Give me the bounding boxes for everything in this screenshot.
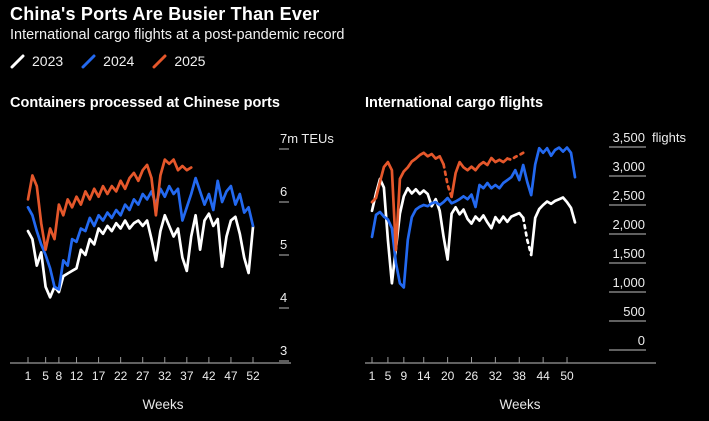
x-tick-label: 37 xyxy=(180,369,194,383)
right-x-axis-label: Weeks xyxy=(499,397,541,412)
x-tick-label: 27 xyxy=(136,369,150,383)
x-tick-label: 42 xyxy=(202,369,216,383)
x-tick-label: 32 xyxy=(489,369,503,383)
x-tick-label: 1 xyxy=(369,369,376,383)
line-swatch-icon xyxy=(10,54,25,68)
right-chart-title: International cargo flights xyxy=(365,95,544,111)
y-tick-label: 1,500 xyxy=(612,246,645,261)
y-tick-label: 0 xyxy=(638,333,645,348)
series-line-2025 xyxy=(370,151,445,252)
left-chart-title: Containers processed at Chinese ports xyxy=(10,95,280,111)
x-tick-label: 26 xyxy=(465,369,479,383)
series-line-2023 xyxy=(26,212,255,299)
legend-item-2025: 2025 xyxy=(152,53,205,69)
x-tick-label: 50 xyxy=(560,369,574,383)
line-swatch-icon xyxy=(81,54,96,68)
x-tick-label: 47 xyxy=(224,369,238,383)
legend-item-2024: 2024 xyxy=(81,53,134,69)
series-line-2023-dashed xyxy=(521,216,533,257)
y-tick-label: 6 xyxy=(280,184,287,199)
y-tick-label: 4 xyxy=(280,290,287,305)
y-tick-label: 3,000 xyxy=(612,159,645,174)
x-tick-label: 17 xyxy=(92,369,106,383)
x-tick-label: 44 xyxy=(536,369,550,383)
series-line-2025-dashed xyxy=(442,163,453,199)
x-tick-label: 20 xyxy=(441,369,455,383)
x-tick-label: 5 xyxy=(385,369,392,383)
x-tick-label: 38 xyxy=(513,369,527,383)
y-tick-label: 2,500 xyxy=(612,188,645,203)
y-tick-label: 5 xyxy=(280,237,287,252)
series-line-2025-dashed xyxy=(505,151,525,162)
x-tick-label: 52 xyxy=(246,369,260,383)
x-tick-label: 12 xyxy=(70,369,84,383)
legend: 2023 2024 2025 xyxy=(10,53,205,69)
y-unit-label: flights xyxy=(652,130,686,145)
series-line-2024 xyxy=(26,176,255,291)
legend-item-2023: 2023 xyxy=(10,53,63,69)
page-subtitle: International cargo flights at a post-pa… xyxy=(10,27,345,43)
x-tick-label: 1 xyxy=(25,369,32,383)
y-tick-label: 2,000 xyxy=(612,217,645,232)
y-tick-label: 1,000 xyxy=(612,275,645,290)
page-title: China's Ports Are Busier Than Ever xyxy=(10,4,320,24)
left-x-axis-label: Weeks xyxy=(142,397,184,412)
y-tick-label: 7m TEUs xyxy=(280,131,334,146)
x-tick-label: 22 xyxy=(114,369,128,383)
legend-label: 2024 xyxy=(103,53,135,69)
x-tick-label: 8 xyxy=(56,369,63,383)
x-tick-label: 14 xyxy=(417,369,431,383)
series-line-2025 xyxy=(26,158,193,252)
y-tick-label: 3 xyxy=(280,343,287,358)
line-swatch-icon xyxy=(152,54,167,68)
y-tick-label: 500 xyxy=(623,304,645,319)
series-line-2024 xyxy=(370,146,577,289)
series-line-2023 xyxy=(529,196,577,257)
y-tick-label: 3,500 xyxy=(612,130,645,145)
x-tick-label: 9 xyxy=(400,369,407,383)
legend-label: 2023 xyxy=(32,53,64,69)
series-line-2025 xyxy=(450,156,509,199)
x-tick-label: 32 xyxy=(158,369,172,383)
legend-label: 2025 xyxy=(174,53,206,69)
x-tick-label: 5 xyxy=(42,369,49,383)
